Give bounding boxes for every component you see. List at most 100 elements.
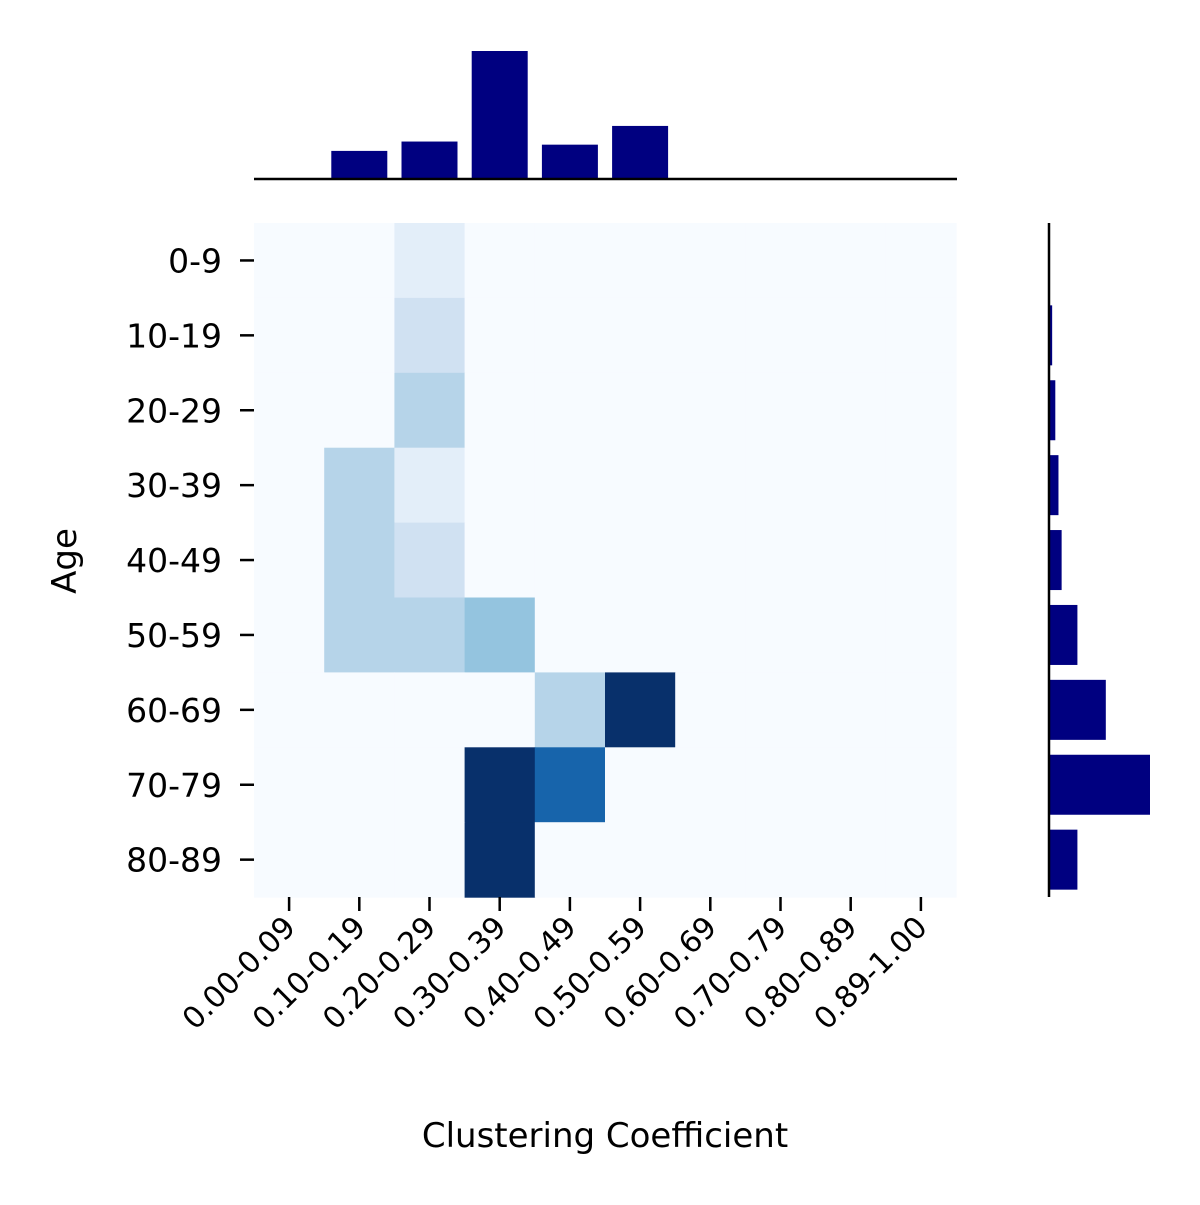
heatmap-cell <box>534 822 606 898</box>
heatmap-cell <box>534 672 606 748</box>
heatmap-cell <box>534 372 606 449</box>
heatmap-cell <box>815 447 887 524</box>
heatmap-cell <box>464 372 536 449</box>
heatmap-cell <box>394 372 466 449</box>
top-marginal-bar <box>471 51 528 179</box>
heatmap-cell <box>815 822 887 898</box>
x-axis-ticks: 0.00-0.090.10-0.190.20-0.290.30-0.390.40… <box>176 897 935 1037</box>
heatmap-cell <box>394 297 466 374</box>
heatmap-cell <box>324 672 395 748</box>
y-tick-label: 0-9 <box>168 241 222 280</box>
y-tick-label: 70-79 <box>126 766 222 805</box>
right-marginal-bar <box>1049 754 1150 815</box>
heatmap-cell <box>394 597 466 673</box>
heatmap-cell <box>605 672 676 748</box>
heatmap-cell <box>815 747 887 823</box>
heatmap-cell <box>675 372 746 449</box>
heatmap-cell <box>745 597 817 673</box>
heatmap-cell <box>464 747 536 823</box>
heatmap-cell <box>534 747 606 823</box>
heatmap-cell <box>324 597 395 673</box>
heatmap-cell <box>394 447 466 524</box>
x-axis-title: Clustering Coefficient <box>422 1116 788 1156</box>
right-marginal-bar <box>1049 455 1059 516</box>
heatmap-cell <box>254 822 325 898</box>
right-marginal-bars <box>1049 305 1150 890</box>
top-marginal-bar <box>541 144 598 179</box>
heatmap-cell <box>745 297 817 374</box>
heatmap-cell <box>675 297 746 374</box>
heatmap-cell <box>254 447 325 524</box>
heatmap-cell <box>745 522 817 599</box>
right-marginal-bar <box>1049 679 1106 740</box>
heatmap-cell <box>464 672 536 748</box>
heatmap-cell <box>254 223 325 299</box>
heatmap-cell <box>464 223 536 299</box>
heatmap-cell <box>394 522 466 599</box>
heatmap-cell <box>745 672 817 748</box>
y-tick-label: 80-89 <box>126 841 222 880</box>
heatmap-cell <box>675 223 746 299</box>
right-marginal-bar <box>1049 305 1053 366</box>
y-tick-label: 30-39 <box>126 466 222 505</box>
heatmap-cell <box>324 297 395 374</box>
heatmap-cell <box>885 672 957 748</box>
heatmap-cell <box>675 447 746 524</box>
heatmap-cell <box>324 522 395 599</box>
y-tick-label: 20-29 <box>126 391 222 430</box>
heatmap-cell <box>324 372 395 449</box>
heatmap-cell <box>464 522 536 599</box>
heatmap-cell <box>464 447 536 524</box>
heatmap-cell <box>815 223 887 299</box>
heatmap-cell <box>605 822 676 898</box>
heatmap-cell <box>745 822 817 898</box>
y-tick-label: 10-19 <box>126 316 222 355</box>
heatmap-cell <box>885 747 957 823</box>
right-marginal-bar <box>1049 380 1056 441</box>
heatmap-cell <box>745 447 817 524</box>
heatmap-cell <box>675 522 746 599</box>
heatmap-cell <box>815 297 887 374</box>
heatmap-cell <box>745 747 817 823</box>
heatmap-cell <box>254 522 325 599</box>
heatmap-cell <box>254 372 325 449</box>
heatmap-cell <box>675 822 746 898</box>
heatmap-cell <box>675 747 746 823</box>
heatmap-cell <box>815 522 887 599</box>
heatmap-cell <box>394 822 466 898</box>
y-axis-title: Age <box>45 528 85 594</box>
heatmap-cell <box>464 297 536 374</box>
heatmap-cell <box>885 597 957 673</box>
heatmap-cell <box>745 372 817 449</box>
top-marginal-bars <box>331 51 669 179</box>
heatmap-cell <box>605 223 676 299</box>
heatmap-cell <box>534 522 606 599</box>
right-marginal-bar <box>1049 530 1062 591</box>
heatmap-cell <box>394 747 466 823</box>
heatmap-cell <box>324 822 395 898</box>
top-marginal-bar <box>612 125 669 179</box>
heatmap-cell <box>675 597 746 673</box>
heatmap-cell <box>885 822 957 898</box>
heatmap-cell <box>885 372 957 449</box>
heatmap-cell <box>394 672 466 748</box>
right-marginal-bar <box>1049 604 1078 665</box>
y-axis-ticks: 0-9 10-19 20-29 30-39 40-49 50-59 60-69 70-79 80… <box>126 241 254 880</box>
heatmap-cell <box>815 597 887 673</box>
heatmap-cell <box>675 672 746 748</box>
heatmap-cell <box>324 447 395 524</box>
top-marginal-bar <box>331 150 388 179</box>
heatmap-cell <box>605 597 676 673</box>
heatmap-cell <box>254 672 325 748</box>
y-tick-label: 60-69 <box>126 691 222 730</box>
heatmap-cells <box>254 223 957 898</box>
heatmap-cell <box>254 597 325 673</box>
top-marginal-bar <box>401 141 458 179</box>
heatmap-cell <box>815 372 887 449</box>
heatmap-cell <box>885 447 957 524</box>
heatmap-cell <box>464 597 536 673</box>
heatmap-cell <box>464 822 536 898</box>
heatmap-cell <box>254 747 325 823</box>
